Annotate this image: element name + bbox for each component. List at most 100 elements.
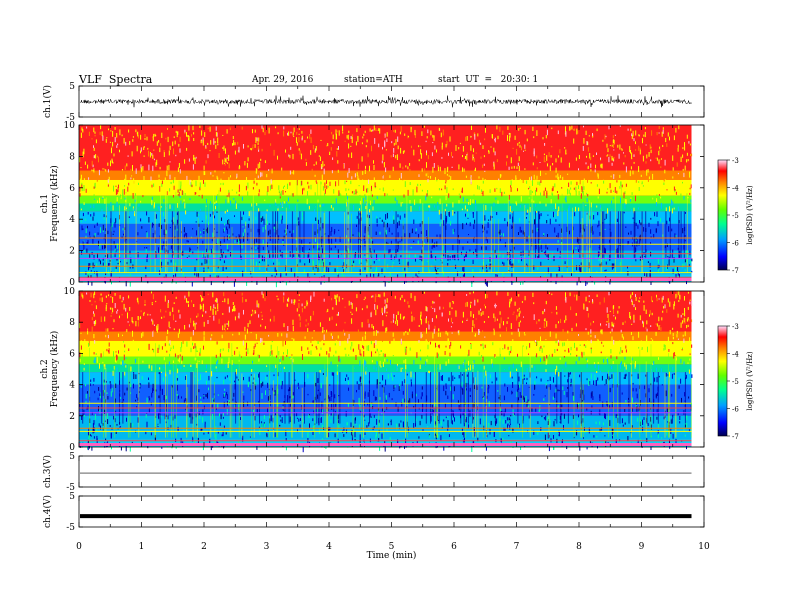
- noise-speck: [562, 386, 564, 391]
- noise-speck: [642, 321, 644, 328]
- noise-speck: [618, 306, 620, 309]
- noise-speck: [364, 241, 366, 247]
- noise-speck: [477, 437, 479, 442]
- noise-speck: [462, 267, 464, 270]
- noise-speck: [490, 420, 492, 426]
- noise-speck: [212, 248, 213, 255]
- noise-speck: [112, 307, 114, 313]
- noise-speck: [470, 135, 472, 138]
- noise-speck: [675, 267, 677, 272]
- noise-speck: [110, 202, 112, 207]
- noise-speck: [587, 165, 589, 169]
- noise-speck: [146, 421, 148, 428]
- noise-speck: [292, 319, 294, 326]
- noise-speck: [396, 154, 398, 160]
- noise-speck: [538, 319, 540, 322]
- noise-speck: [565, 318, 567, 321]
- noise-speck: [382, 340, 383, 342]
- noise-speck: [526, 180, 528, 184]
- noise-speck: [642, 426, 644, 433]
- noise-speck: [506, 327, 507, 332]
- noise-speck: [206, 364, 207, 369]
- noise-speck: [500, 317, 502, 324]
- noise-speck: [282, 367, 284, 373]
- noise-speck: [664, 179, 666, 185]
- noise-speck: [546, 190, 548, 195]
- noise-speck: [190, 248, 192, 251]
- noise-speck: [638, 181, 640, 183]
- noise-speck: [509, 133, 511, 138]
- noise-speck: [199, 304, 201, 310]
- noise-speck: [83, 367, 85, 371]
- noise-speck: [187, 135, 189, 138]
- noise-speck: [482, 164, 484, 168]
- noise-speck: [242, 296, 244, 303]
- noise-speck: [509, 214, 511, 219]
- noise-speck: [635, 259, 637, 262]
- noise-speck: [339, 358, 341, 363]
- noise-speck: [679, 274, 680, 280]
- noise-speck: [470, 145, 472, 151]
- noise-speck: [345, 188, 347, 192]
- noise-speck: [299, 150, 301, 155]
- noise-speck: [258, 354, 260, 358]
- noise-speck: [642, 138, 643, 144]
- noise-speck: [654, 212, 656, 217]
- noise-speck: [93, 194, 95, 198]
- noise-speck: [511, 404, 513, 408]
- noise-speck: [570, 217, 572, 219]
- noise-speck: [611, 328, 613, 332]
- noise-speck: [684, 392, 686, 397]
- noise-speck: [119, 315, 120, 319]
- noise-speck: [217, 143, 219, 146]
- noise-speck: [351, 176, 353, 180]
- noise-speck: [91, 446, 93, 451]
- noise-speck: [112, 131, 114, 137]
- noise-speck: [580, 224, 582, 230]
- noise-speck: [477, 133, 479, 137]
- noise-speck: [192, 125, 194, 131]
- noise-speck: [117, 262, 119, 265]
- noise-speck: [549, 376, 551, 381]
- noise-speck: [593, 380, 595, 385]
- noise-speck: [318, 155, 320, 157]
- noise-speck: [690, 199, 692, 203]
- noise-speck: [404, 398, 406, 403]
- noise-speck: [134, 193, 136, 198]
- noise-speck: [238, 189, 240, 192]
- noise-speck: [463, 267, 465, 273]
- noise-speck: [609, 420, 611, 426]
- noise-speck: [256, 445, 258, 450]
- noise-speck: [598, 246, 600, 249]
- noise-speck: [341, 272, 343, 278]
- noise-speck: [93, 427, 95, 433]
- noise-speck: [473, 236, 475, 238]
- noise-speck: [557, 194, 559, 200]
- noise-speck: [437, 165, 439, 167]
- noise-speck: [87, 212, 89, 215]
- noise-speck: [299, 316, 301, 321]
- noise-speck: [488, 316, 490, 318]
- noise-speck: [365, 361, 367, 366]
- noise-speck: [101, 297, 103, 303]
- noise-speck: [545, 369, 547, 372]
- noise-speck: [271, 168, 273, 174]
- noise-speck: [214, 170, 216, 173]
- noise-speck: [94, 233, 96, 237]
- noise-speck: [224, 163, 226, 166]
- noise-speck: [442, 375, 443, 381]
- noise-speck: [347, 403, 349, 407]
- noise-speck: [434, 265, 436, 269]
- noise-speck: [116, 258, 118, 261]
- noise-speck: [339, 236, 341, 243]
- noise-speck: [333, 354, 335, 360]
- noise-speck: [691, 319, 693, 323]
- noise-speck: [129, 273, 131, 277]
- noise-speck: [373, 326, 374, 330]
- noise-speck: [283, 130, 285, 137]
- noise-speck: [158, 174, 160, 178]
- noise-speck: [386, 212, 388, 219]
- noise-speck: [125, 446, 127, 452]
- noise-speck: [556, 365, 558, 371]
- noise-speck: [280, 214, 282, 220]
